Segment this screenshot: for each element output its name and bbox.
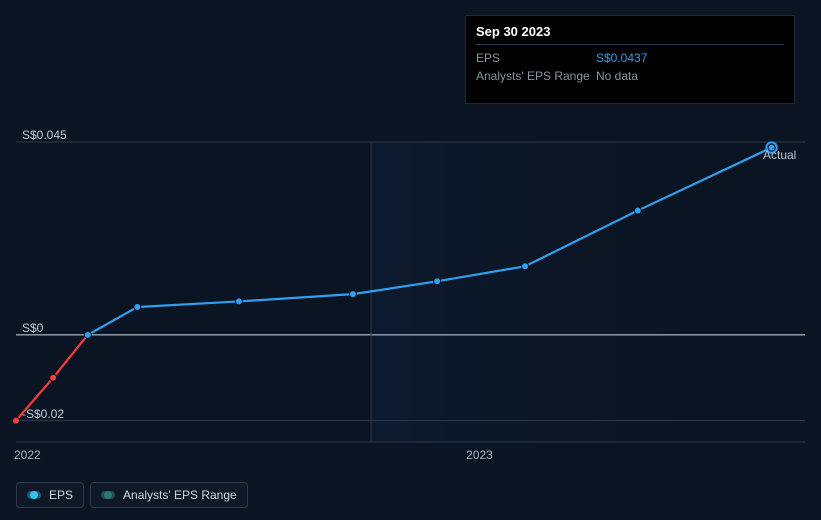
legend-swatch-icon	[101, 491, 115, 499]
legend-item-eps[interactable]: EPS	[16, 482, 84, 508]
tooltip-date: Sep 30 2023	[476, 24, 784, 45]
actual-label: Actual	[763, 148, 796, 162]
legend-swatch-icon	[27, 491, 41, 499]
tooltip-row-range: Analysts' EPS Range No data	[476, 67, 784, 85]
y-axis-tick-label: S$0	[22, 321, 43, 335]
tooltip-label: Analysts' EPS Range	[476, 67, 596, 85]
legend-label: EPS	[49, 488, 73, 502]
tooltip-value: No data	[596, 67, 638, 85]
chart-legend: EPS Analysts' EPS Range	[16, 482, 248, 508]
tooltip-value: S$0.0437	[596, 49, 647, 67]
tooltip-label: EPS	[476, 49, 596, 67]
legend-item-analysts-range[interactable]: Analysts' EPS Range	[90, 482, 248, 508]
y-axis-tick-label: -S$0.02	[22, 407, 64, 421]
y-axis-tick-label: S$0.045	[22, 128, 67, 142]
x-axis-tick-label: 2023	[466, 448, 493, 462]
legend-label: Analysts' EPS Range	[123, 488, 237, 502]
tooltip-row-eps: EPS S$0.0437	[476, 49, 784, 67]
x-axis-tick-label: 2022	[14, 448, 41, 462]
eps-chart-container: Sep 30 2023 EPS S$0.0437 Analysts' EPS R…	[0, 0, 821, 520]
chart-tooltip: Sep 30 2023 EPS S$0.0437 Analysts' EPS R…	[465, 15, 795, 104]
